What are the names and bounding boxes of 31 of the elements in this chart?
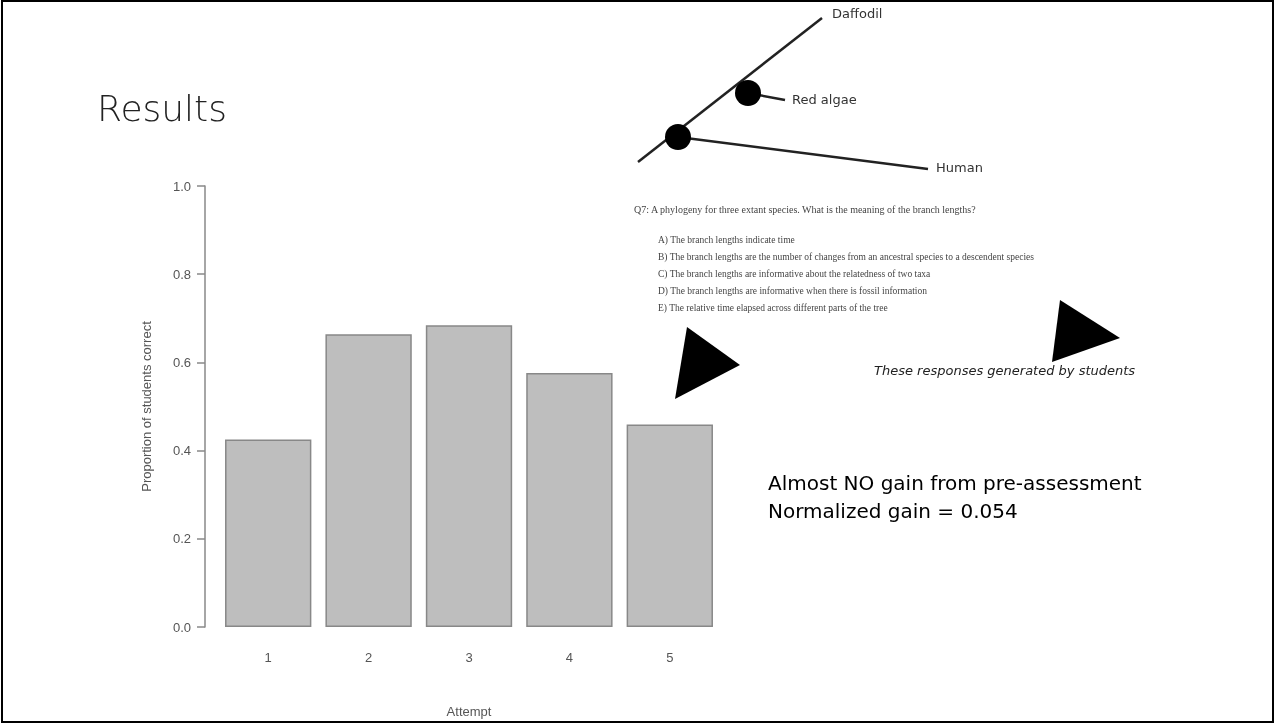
bar (425, 325, 513, 627)
annotation: A) The branch lengths indicate time (658, 235, 795, 245)
bar (626, 424, 713, 627)
y-tick-label: 0.6 (172, 354, 191, 370)
chart-title: Results (97, 88, 227, 129)
x-tick-label: 1 (264, 650, 272, 665)
bar (325, 334, 412, 627)
text: Daffodil (832, 6, 883, 21)
y-tick-label: 1.0 (172, 178, 191, 194)
x-tick-label: 3 (465, 650, 473, 665)
bar (225, 439, 312, 627)
x-tick-label: 2 (364, 650, 373, 665)
text: Almost NO gain from pre-assessment (768, 471, 1142, 495)
annotation: Q7: A phylogeny for three extant species. What is the meaning of the branch lengths? (634, 204, 976, 215)
y-tick-label: 0.0 (172, 619, 191, 635)
annotation: C) The branch lengths are informative about the relatedness of two taxa (658, 269, 931, 279)
annotation: E) The relative time elapsed across different parts of the tree (658, 303, 888, 313)
y-tick-label: 0.4 (172, 443, 191, 459)
y-axis-title: Proportion of students correct (139, 320, 154, 492)
text: These responses generated by students (874, 363, 1136, 378)
text: Normalized gain = 0.054 (768, 499, 1018, 523)
text: Red algae (792, 92, 857, 107)
annotation: B) The branch lengths are the number of changes from an ancestral species to a descendent species (658, 252, 1034, 262)
y-tick-label: 0.8 (172, 266, 191, 282)
text: Human (936, 160, 983, 175)
x-tick-label: 4 (565, 650, 574, 665)
x-axis-title: Attempt (446, 704, 492, 719)
bar (526, 372, 613, 627)
annotation: D) The branch lengths are informative when there is fossil information (658, 286, 927, 296)
y-tick-label: 0.2 (172, 531, 191, 547)
x-tick-label: 5 (666, 650, 674, 665)
